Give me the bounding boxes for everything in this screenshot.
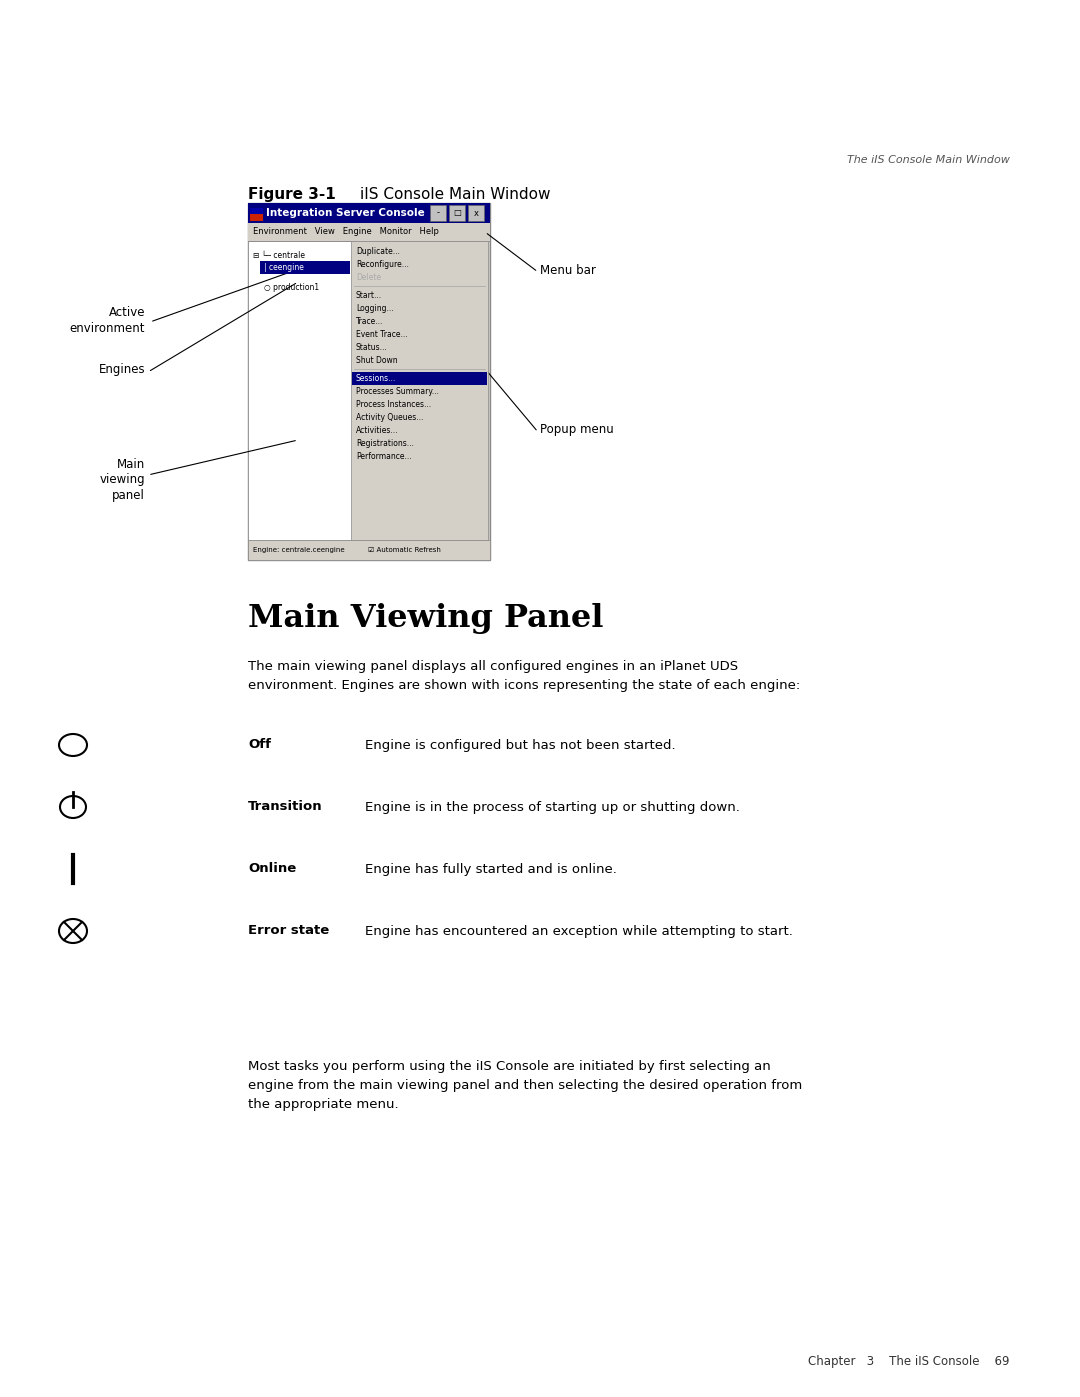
Text: Activities...: Activities... [356, 426, 399, 434]
Bar [248, 224, 490, 242]
Text: Online: Online [248, 862, 296, 876]
Bar [249, 208, 264, 214]
Bar [248, 242, 353, 541]
Text: Start...: Start... [356, 291, 382, 300]
Text: Status...: Status... [356, 344, 388, 352]
Text: ⊟ └─ centrale: ⊟ └─ centrale [253, 251, 305, 260]
Text: Process Instances...: Process Instances... [356, 400, 431, 409]
Text: Trace...: Trace... [356, 317, 383, 326]
Text: iIS Console Main Window: iIS Console Main Window [360, 187, 551, 203]
Text: Engine is in the process of starting up or shutting down.: Engine is in the process of starting up … [365, 800, 740, 813]
Text: Figure 3-1: Figure 3-1 [248, 187, 336, 203]
Text: Active
environment: Active environment [69, 306, 145, 334]
Text: x: x [473, 208, 478, 218]
Text: -: - [436, 208, 440, 218]
Text: Activity Queues...: Activity Queues... [356, 414, 423, 422]
Text: Registrations...: Registrations... [356, 439, 414, 448]
Text: □: □ [454, 208, 461, 218]
Text: Main
viewing
panel: Main viewing panel [99, 457, 145, 503]
Text: Processes Summary...: Processes Summary... [356, 387, 438, 395]
Text: ○ production1: ○ production1 [264, 282, 319, 292]
Text: | ceengine: | ceengine [264, 263, 303, 272]
Text: Sessions...: Sessions... [356, 374, 396, 383]
Text: The iIS Console Main Window: The iIS Console Main Window [847, 155, 1010, 165]
Bar [351, 242, 488, 541]
Text: Delete: Delete [356, 272, 381, 282]
Text: Environment   View   Engine   Monitor   Help: Environment View Engine Monitor Help [253, 228, 438, 236]
Text: Main Viewing Panel: Main Viewing Panel [248, 604, 604, 634]
Text: Engine: centrale.ceengine: Engine: centrale.ceengine [253, 548, 345, 553]
Text: Off: Off [248, 739, 271, 752]
Text: Event Trace...: Event Trace... [356, 330, 407, 339]
Text: Engines: Engines [98, 363, 145, 377]
Text: Logging...: Logging... [356, 305, 393, 313]
Text: ☑ Automatic Refresh: ☑ Automatic Refresh [368, 548, 441, 553]
Bar [248, 203, 490, 560]
Text: Shut Down: Shut Down [356, 356, 397, 365]
Text: Performance...: Performance... [356, 453, 411, 461]
Text: Engine has fully started and is online.: Engine has fully started and is online. [365, 862, 617, 876]
Text: Popup menu: Popup menu [540, 423, 613, 436]
Text: Engine is configured but has not been started.: Engine is configured but has not been st… [365, 739, 676, 752]
Bar [468, 205, 484, 221]
Bar [248, 203, 490, 224]
Bar [430, 205, 446, 221]
Bar [260, 261, 350, 274]
Text: Integration Server Console: Integration Server Console [266, 208, 424, 218]
Bar [352, 372, 487, 386]
Text: Reconfigure...: Reconfigure... [356, 260, 409, 270]
Text: Engine has encountered an exception while attempting to start.: Engine has encountered an exception whil… [365, 925, 793, 937]
Text: Chapter   3    The iIS Console    69: Chapter 3 The iIS Console 69 [809, 1355, 1010, 1368]
Bar [248, 541, 490, 560]
Bar [449, 205, 465, 221]
Bar [249, 208, 264, 221]
Text: Duplicate...: Duplicate... [356, 247, 400, 256]
Text: The main viewing panel displays all configured engines in an iPlanet UDS
environ: The main viewing panel displays all conf… [248, 659, 800, 692]
Text: Menu bar: Menu bar [540, 264, 596, 277]
Text: Most tasks you perform using the iIS Console are initiated by first selecting an: Most tasks you perform using the iIS Con… [248, 1060, 802, 1111]
Text: Transition: Transition [248, 800, 323, 813]
Text: Error state: Error state [248, 925, 329, 937]
